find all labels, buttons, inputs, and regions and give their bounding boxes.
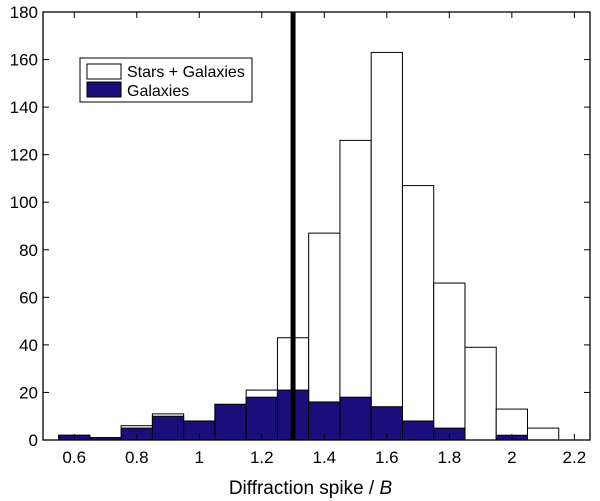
x-tick-label: 1: [195, 448, 204, 467]
legend: Stars + Galaxies Galaxies: [79, 57, 253, 103]
stars-galaxies-bars: [58, 51, 560, 441]
y-tick-labels: 0 20 40 60 80 100 120 140 160 180: [10, 3, 38, 450]
x-tick-label: 0.6: [62, 448, 86, 467]
x-tick-label: 1.8: [438, 448, 462, 467]
plot-frame: [42, 11, 591, 441]
y-tick-label: 180: [10, 3, 38, 22]
stars-galaxies-bar: [370, 51, 403, 441]
x-tick-labels: 0.6 0.8 1 1.2 1.4 1.6 1.8 2 2.2: [62, 448, 586, 467]
x-tick-label: 1.4: [312, 448, 336, 467]
x-tick-label: 1.2: [250, 448, 274, 467]
x-tick-label: 2: [507, 448, 516, 467]
galaxies-bar: [339, 396, 372, 441]
y-tick-label: 20: [19, 383, 38, 402]
y-tick-label: 60: [19, 288, 38, 307]
y-tick-label: 140: [10, 98, 38, 117]
x-tick-label: 2.2: [563, 448, 587, 467]
galaxies-bar: [308, 401, 341, 441]
x-axis-label-text: Diffraction spike /: [229, 478, 380, 499]
legend-label-stars-galaxies: Stars + Galaxies: [127, 64, 245, 81]
legend-swatch-galaxies: [86, 81, 122, 98]
stars-galaxies-bar: [433, 282, 466, 441]
legend-label-galaxies: Galaxies: [127, 83, 189, 100]
stars-galaxies-bar: [464, 346, 497, 441]
legend-swatch-stars-galaxies: [86, 63, 122, 80]
x-tick-label: 0.8: [125, 448, 149, 467]
galaxies-bar: [401, 420, 435, 441]
y-tick-label: 0: [29, 431, 38, 450]
x-axis-label-symbol: B: [379, 478, 392, 499]
x-tick-label: 1.6: [375, 448, 399, 467]
x-axis-label: Diffraction spike / B: [229, 478, 393, 499]
stars-galaxies-bar: [401, 185, 435, 441]
stars-galaxies-bar: [526, 427, 560, 441]
y-tick-label: 120: [10, 146, 38, 165]
y-tick-label: 160: [10, 51, 38, 70]
axis-ticks: [43, 11, 590, 441]
y-tick-label: 100: [10, 193, 38, 212]
galaxies-bar: [214, 403, 247, 441]
y-tick-label: 80: [19, 241, 38, 260]
stars-galaxies-bar: [339, 139, 372, 441]
galaxies-bar: [245, 396, 278, 441]
y-tick-label: 40: [19, 336, 38, 355]
galaxies-bar: [151, 415, 185, 441]
